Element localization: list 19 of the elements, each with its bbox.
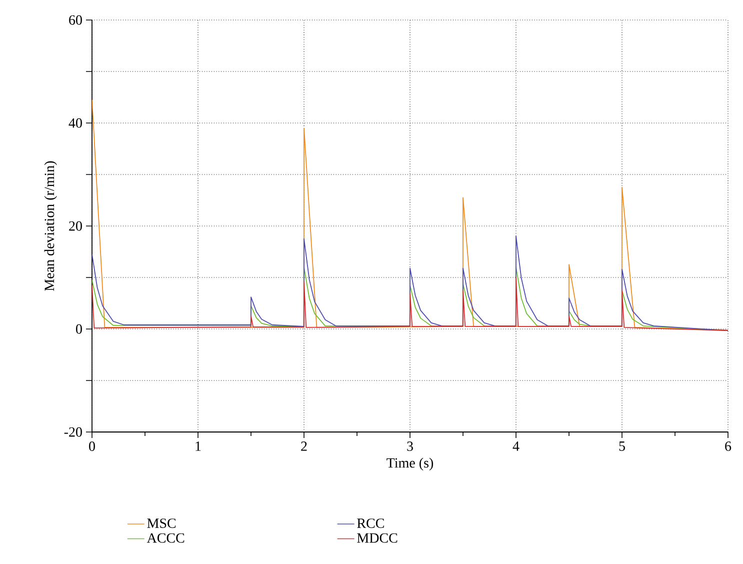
x-tick-label: 1 <box>196 442 201 451</box>
y-axis-title: Mean deviation (r/min) <box>44 161 57 291</box>
x-axis-title: Time (s) <box>386 458 434 471</box>
x-tick-label: 5 <box>619 442 625 451</box>
x-tick-label: 3 <box>407 442 413 451</box>
y-tick-label: 40 <box>68 118 82 128</box>
x-tick-label: 0 <box>89 442 95 451</box>
legend-label: ACCC <box>146 533 184 543</box>
x-tick-label: 2 <box>301 442 307 451</box>
y-tick-label: -20 <box>64 427 82 437</box>
x-tick-label: 6 <box>725 442 732 451</box>
y-tick-label: 20 <box>69 221 82 231</box>
y-tick-label: 0 <box>76 324 82 334</box>
legend-label: MDCC <box>357 533 398 543</box>
x-tick-label: 4 <box>512 442 520 451</box>
y-tick-label: 60 <box>69 15 82 25</box>
line-series <box>92 277 728 331</box>
legend-label: MSC <box>147 518 176 528</box>
legend-label: RCC <box>357 518 384 528</box>
